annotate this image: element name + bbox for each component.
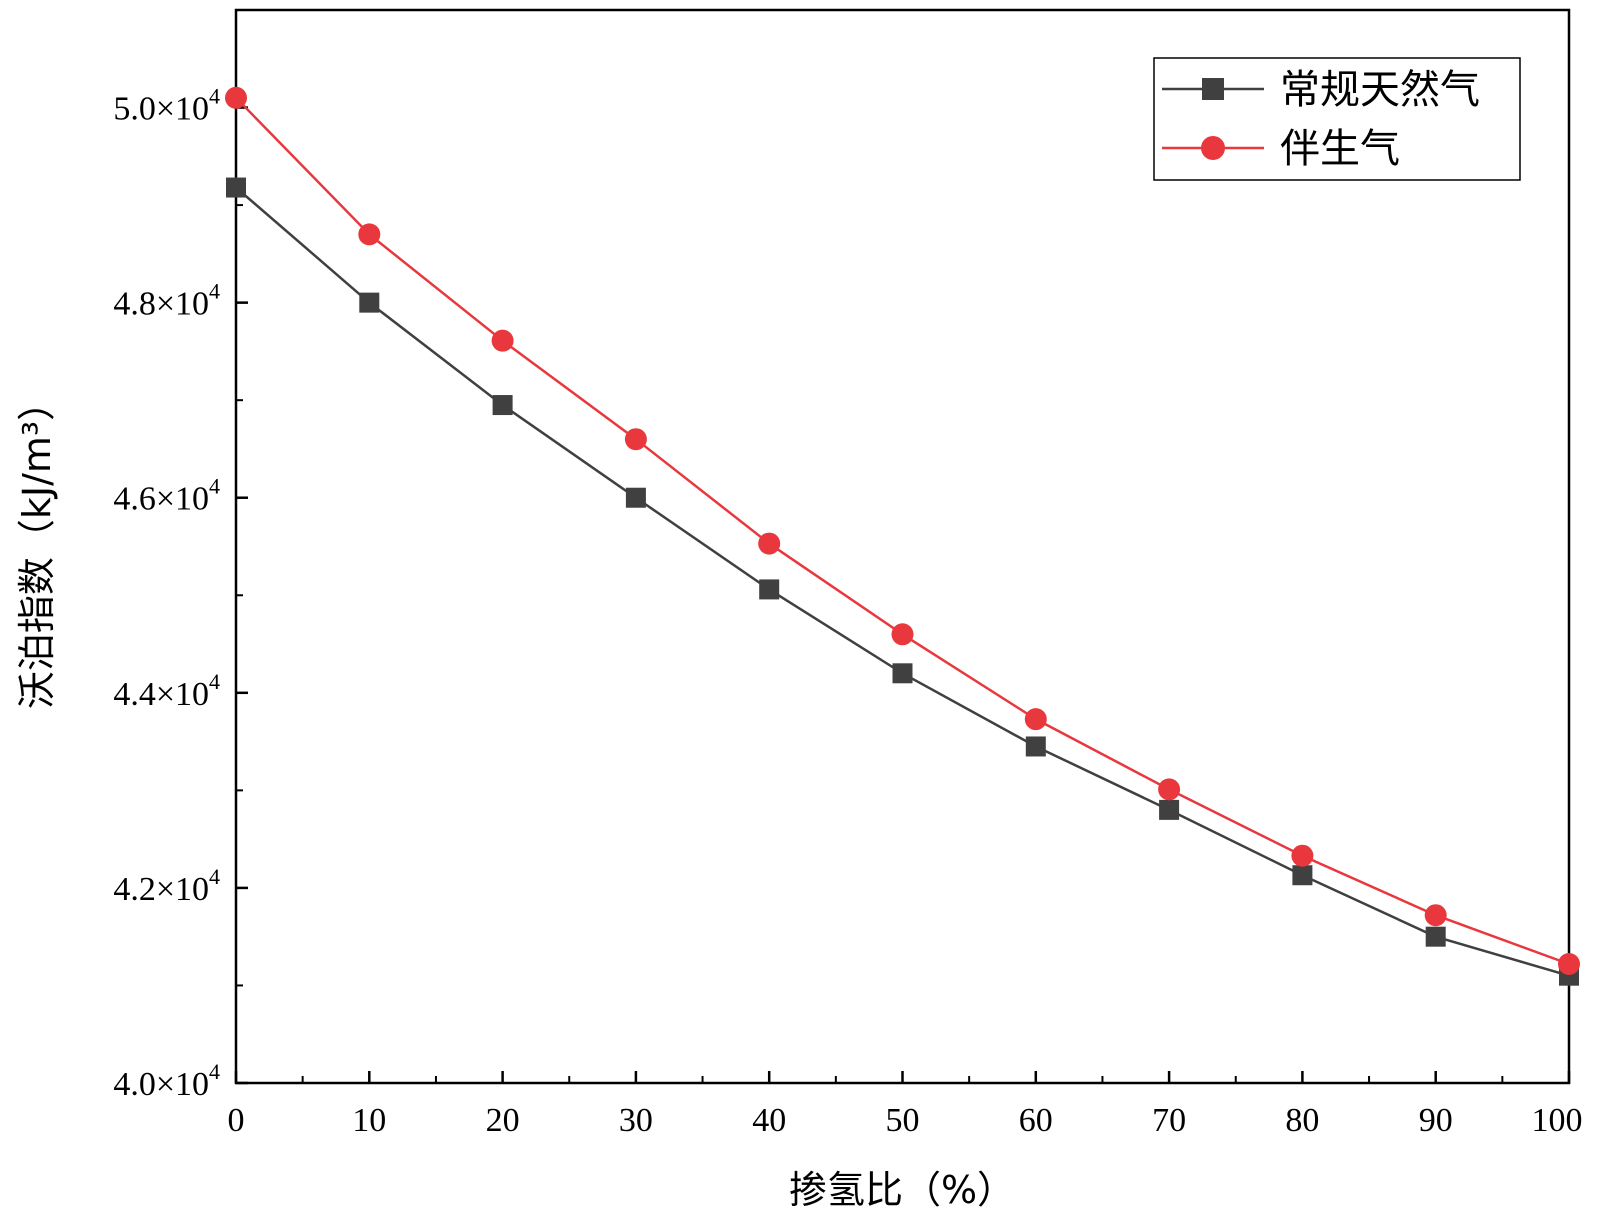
x-tick-label-40: 40 <box>752 1102 786 1139</box>
axis-ticks <box>234 9 1571 1085</box>
point-伴生气-20 <box>491 329 514 352</box>
y-tick-label-4: 4.8×104 <box>113 279 220 323</box>
point-常规天然气-40 <box>759 579 780 600</box>
point-常规天然气-60 <box>1025 736 1046 757</box>
point-伴生气-60 <box>1024 708 1047 731</box>
x-tick-label-100: 100 <box>1532 1102 1583 1139</box>
series-lines <box>235 96 1570 977</box>
y-tick-label-3: 4.6×104 <box>113 474 220 518</box>
series-line-伴生气 <box>235 96 1570 966</box>
series-markers <box>225 86 1580 986</box>
y-tick-label-2: 4.4×104 <box>113 669 220 713</box>
point-常规天然气-90 <box>1425 926 1446 947</box>
y-tick-label-1: 4.2×104 <box>113 864 220 908</box>
point-伴生气-30 <box>624 428 647 451</box>
x-tick-label-90: 90 <box>1419 1102 1453 1139</box>
point-伴生气-70 <box>1158 778 1181 801</box>
y-axis-title: 沃泊指数（kJ/m³） <box>15 383 59 709</box>
legend: 常规天然气 伴生气 <box>1153 57 1521 181</box>
point-常规天然气-80 <box>1292 865 1313 886</box>
x-tick-labels: 0 10 20 30 40 50 60 70 80 90 100 <box>228 1102 1583 1139</box>
x-tick-label-20: 20 <box>486 1102 520 1139</box>
point-常规天然气-20 <box>492 395 513 416</box>
x-tick-label-30: 30 <box>619 1102 653 1139</box>
legend-label-伴生气: 伴生气 <box>1280 126 1400 172</box>
point-伴生气-50 <box>891 623 914 646</box>
point-常规天然气-0 <box>226 177 246 198</box>
point-伴生气-0 <box>225 86 247 109</box>
x-tick-label-0: 0 <box>228 1102 245 1139</box>
point-常规天然气-10 <box>359 292 380 313</box>
point-伴生气-10 <box>358 223 381 246</box>
point-常规天然气-70 <box>1159 799 1180 820</box>
x-tick-label-10: 10 <box>352 1102 386 1139</box>
y-tick-label-5: 5.0×104 <box>113 84 220 128</box>
x-tick-label-70: 70 <box>1152 1102 1186 1139</box>
y-tick-labels: 4.0×104 4.2×104 4.4×104 4.6×104 4.8×104 5.0×1… <box>113 84 220 1103</box>
point-常规天然气-50 <box>892 663 913 684</box>
y-tick-label-0: 4.0×104 <box>113 1059 220 1103</box>
x-tick-label-50: 50 <box>886 1102 920 1139</box>
point-常规天然气-30 <box>625 487 646 508</box>
point-伴生气-40 <box>758 532 781 555</box>
point-伴生气-90 <box>1424 904 1447 927</box>
legend-marker-常规天然气 <box>1202 78 1224 100</box>
point-伴生气-100 <box>1558 952 1580 975</box>
legend-label-常规天然气: 常规天然气 <box>1280 67 1480 113</box>
legend-marker-伴生气 <box>1201 136 1225 160</box>
x-axis-title: 掺氢比（%） <box>789 1168 1015 1212</box>
point-伴生气-80 <box>1291 844 1314 867</box>
series-line-常规天然气 <box>235 186 1570 977</box>
x-tick-label-80: 80 <box>1285 1102 1319 1139</box>
x-tick-label-60: 60 <box>1019 1102 1053 1139</box>
